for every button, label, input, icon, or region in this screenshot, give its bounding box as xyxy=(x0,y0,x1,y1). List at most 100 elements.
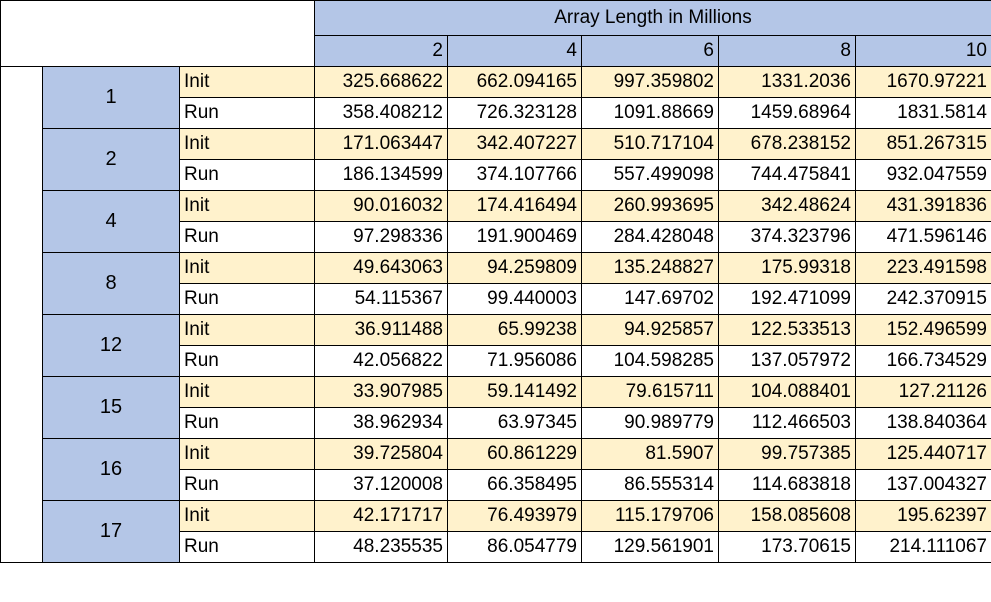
metric-label-cell[interactable]: Init xyxy=(179,252,315,284)
value-cell[interactable]: 214.111067 xyxy=(855,531,991,563)
value-cell[interactable]: 186.134599 xyxy=(314,159,448,191)
value-cell[interactable]: 260.993695 xyxy=(581,190,719,222)
corner-cell[interactable] xyxy=(0,0,315,67)
value-cell[interactable]: 94.259809 xyxy=(447,252,582,284)
header-title-cell[interactable]: Array Length in Millions xyxy=(314,0,991,36)
value-cell[interactable]: 242.370915 xyxy=(855,283,991,315)
value-cell[interactable]: 152.496599 xyxy=(855,314,991,346)
column-header-cell[interactable]: 6 xyxy=(581,35,719,67)
value-cell[interactable]: 662.094165 xyxy=(447,66,582,98)
value-cell[interactable]: 284.428048 xyxy=(581,221,719,253)
value-cell[interactable]: 42.171717 xyxy=(314,500,448,532)
value-cell[interactable]: 33.907985 xyxy=(314,376,448,408)
value-cell[interactable]: 158.085608 xyxy=(718,500,856,532)
value-cell[interactable]: 127.21126 xyxy=(855,376,991,408)
value-cell[interactable]: 99.757385 xyxy=(718,438,856,470)
column-header-cell[interactable]: 10 xyxy=(855,35,991,67)
value-cell[interactable]: 342.407227 xyxy=(447,128,582,160)
value-cell[interactable]: 115.179706 xyxy=(581,500,719,532)
value-cell[interactable]: 192.471099 xyxy=(718,283,856,315)
metric-label-cell[interactable]: Init xyxy=(179,376,315,408)
metric-label-cell[interactable]: Init xyxy=(179,438,315,470)
metric-label-cell[interactable]: Run xyxy=(179,97,315,129)
metric-label-cell[interactable]: Run xyxy=(179,159,315,191)
value-cell[interactable]: 122.533513 xyxy=(718,314,856,346)
metric-label-cell[interactable]: Init xyxy=(179,190,315,222)
value-cell[interactable]: 195.62397 xyxy=(855,500,991,532)
value-cell[interactable]: 510.717104 xyxy=(581,128,719,160)
value-cell[interactable]: 1331.2036 xyxy=(718,66,856,98)
value-cell[interactable]: 171.063447 xyxy=(314,128,448,160)
value-cell[interactable]: 129.561901 xyxy=(581,531,719,563)
value-cell[interactable]: 59.141492 xyxy=(447,376,582,408)
value-cell[interactable]: 726.323128 xyxy=(447,97,582,129)
thread-count-cell[interactable]: 16 xyxy=(42,438,180,501)
value-cell[interactable]: 557.499098 xyxy=(581,159,719,191)
value-cell[interactable]: 42.056822 xyxy=(314,345,448,377)
value-cell[interactable]: 175.99318 xyxy=(718,252,856,284)
value-cell[interactable]: 81.5907 xyxy=(581,438,719,470)
side-axis-cell[interactable]: Number of Threads xyxy=(0,66,43,563)
metric-label-cell[interactable]: Init xyxy=(179,128,315,160)
value-cell[interactable]: 851.267315 xyxy=(855,128,991,160)
value-cell[interactable]: 138.840364 xyxy=(855,407,991,439)
value-cell[interactable]: 90.016032 xyxy=(314,190,448,222)
value-cell[interactable]: 678.238152 xyxy=(718,128,856,160)
thread-count-cell[interactable]: 15 xyxy=(42,376,180,439)
thread-count-cell[interactable]: 17 xyxy=(42,500,180,563)
thread-count-cell[interactable]: 12 xyxy=(42,314,180,377)
column-header-cell[interactable]: 8 xyxy=(718,35,856,67)
value-cell[interactable]: 1091.88669 xyxy=(581,97,719,129)
value-cell[interactable]: 744.475841 xyxy=(718,159,856,191)
value-cell[interactable]: 471.596146 xyxy=(855,221,991,253)
value-cell[interactable]: 166.734529 xyxy=(855,345,991,377)
metric-label-cell[interactable]: Run xyxy=(179,469,315,501)
value-cell[interactable]: 223.491598 xyxy=(855,252,991,284)
value-cell[interactable]: 125.440717 xyxy=(855,438,991,470)
thread-count-cell[interactable]: 4 xyxy=(42,190,180,253)
value-cell[interactable]: 135.248827 xyxy=(581,252,719,284)
value-cell[interactable]: 137.057972 xyxy=(718,345,856,377)
metric-label-cell[interactable]: Run xyxy=(179,531,315,563)
value-cell[interactable]: 65.99238 xyxy=(447,314,582,346)
thread-count-cell[interactable]: 8 xyxy=(42,252,180,315)
value-cell[interactable]: 114.683818 xyxy=(718,469,856,501)
value-cell[interactable]: 104.598285 xyxy=(581,345,719,377)
value-cell[interactable]: 358.408212 xyxy=(314,97,448,129)
column-header-cell[interactable]: 2 xyxy=(314,35,448,67)
value-cell[interactable]: 36.911488 xyxy=(314,314,448,346)
value-cell[interactable]: 997.359802 xyxy=(581,66,719,98)
value-cell[interactable]: 342.48624 xyxy=(718,190,856,222)
value-cell[interactable]: 1670.97221 xyxy=(855,66,991,98)
value-cell[interactable]: 49.643063 xyxy=(314,252,448,284)
metric-label-cell[interactable]: Init xyxy=(179,314,315,346)
thread-count-cell[interactable]: 2 xyxy=(42,128,180,191)
metric-label-cell[interactable]: Run xyxy=(179,345,315,377)
value-cell[interactable]: 1831.5814 xyxy=(855,97,991,129)
value-cell[interactable]: 86.054779 xyxy=(447,531,582,563)
metric-label-cell[interactable]: Init xyxy=(179,500,315,532)
value-cell[interactable]: 60.861229 xyxy=(447,438,582,470)
value-cell[interactable]: 86.555314 xyxy=(581,469,719,501)
value-cell[interactable]: 325.668622 xyxy=(314,66,448,98)
metric-label-cell[interactable]: Init xyxy=(179,66,315,98)
value-cell[interactable]: 38.962934 xyxy=(314,407,448,439)
value-cell[interactable]: 39.725804 xyxy=(314,438,448,470)
value-cell[interactable]: 174.416494 xyxy=(447,190,582,222)
value-cell[interactable]: 66.358495 xyxy=(447,469,582,501)
value-cell[interactable]: 94.925857 xyxy=(581,314,719,346)
value-cell[interactable]: 374.323796 xyxy=(718,221,856,253)
value-cell[interactable]: 54.115367 xyxy=(314,283,448,315)
value-cell[interactable]: 137.004327 xyxy=(855,469,991,501)
value-cell[interactable]: 104.088401 xyxy=(718,376,856,408)
value-cell[interactable]: 932.047559 xyxy=(855,159,991,191)
value-cell[interactable]: 191.900469 xyxy=(447,221,582,253)
value-cell[interactable]: 374.107766 xyxy=(447,159,582,191)
value-cell[interactable]: 431.391836 xyxy=(855,190,991,222)
value-cell[interactable]: 79.615711 xyxy=(581,376,719,408)
thread-count-cell[interactable]: 1 xyxy=(42,66,180,129)
value-cell[interactable]: 99.440003 xyxy=(447,283,582,315)
column-header-cell[interactable]: 4 xyxy=(447,35,582,67)
value-cell[interactable]: 112.466503 xyxy=(718,407,856,439)
metric-label-cell[interactable]: Run xyxy=(179,407,315,439)
